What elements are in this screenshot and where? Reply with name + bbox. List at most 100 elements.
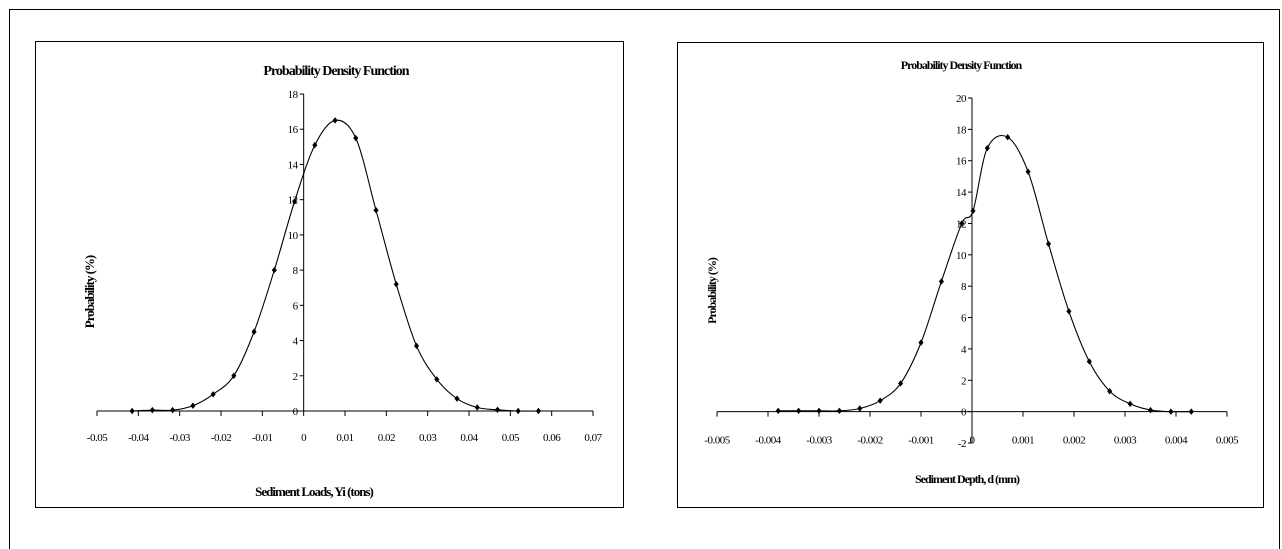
- x-tick-label: 0.002: [1063, 435, 1085, 447]
- data-point: [210, 391, 216, 398]
- data-point: [494, 406, 501, 413]
- y-tick-label: 8: [961, 281, 967, 293]
- x-tick-label: 0.06: [543, 432, 561, 444]
- outer-frame: [9, 9, 1280, 549]
- data-point: [1045, 240, 1052, 248]
- y-tick-label: 8: [293, 265, 299, 277]
- data-point: [535, 407, 541, 415]
- data-point: [190, 402, 196, 409]
- data-point: [271, 266, 277, 274]
- data-point: [312, 141, 318, 149]
- data-point: [393, 281, 399, 288]
- data-point: [1086, 358, 1092, 365]
- data-point: [1066, 308, 1072, 315]
- y-tick-label: 6: [961, 313, 967, 325]
- y-axis-label: Probability (%): [82, 255, 97, 328]
- y-tick-label: -2: [958, 438, 966, 450]
- data-point: [1005, 134, 1011, 141]
- x-tick-label: 0: [970, 435, 976, 447]
- y-tick-label: 6: [293, 300, 299, 312]
- x-tick-label: -0.001: [908, 435, 933, 447]
- data-point: [836, 407, 842, 415]
- data-point: [353, 134, 359, 142]
- data-point: [796, 407, 802, 415]
- data-point: [918, 339, 924, 346]
- y-tick-label: 16: [288, 124, 299, 136]
- data-point: [1188, 408, 1194, 415]
- series-line: [778, 134, 1192, 413]
- x-tick-label: 0.01: [336, 432, 353, 444]
- x-tick-label: 0.003: [1114, 435, 1137, 447]
- data-point: [775, 407, 781, 415]
- x-tick-label: 0.07: [584, 432, 602, 444]
- chart-title: Probability Density Function: [901, 58, 1023, 72]
- x-tick-label: 0.05: [502, 432, 520, 444]
- y-tick-label: 2: [961, 375, 966, 387]
- data-point: [170, 406, 176, 414]
- y-axis-label: Probability (%): [705, 257, 719, 324]
- x-tick-label: -0.01: [252, 432, 272, 444]
- data-point: [373, 207, 379, 214]
- data-point: [984, 144, 990, 152]
- y-tick-label: 16: [956, 156, 967, 168]
- y-tick-label: 4: [961, 344, 967, 356]
- data-point: [898, 380, 904, 387]
- data-point: [1127, 400, 1133, 407]
- x-axis-label: Sediment Loads, Yi (tons): [255, 484, 373, 499]
- x-tick-label: -0.005: [704, 435, 730, 447]
- data-point: [129, 407, 135, 415]
- data-point: [292, 198, 298, 205]
- chart-sediment-loads: Probability Density Function Sediment Lo…: [82, 64, 603, 499]
- x-tick-label: 0.004: [1165, 435, 1188, 447]
- data-point: [1147, 406, 1154, 414]
- chart-title: Probability Density Function: [263, 64, 409, 79]
- data-point: [251, 328, 257, 335]
- y-tick-label: 2: [293, 371, 298, 383]
- data-point: [938, 278, 944, 285]
- chart-panel-sediment-depth: Probability Density Function Sediment De…: [677, 42, 1264, 508]
- x-tick-label: -0.05: [87, 432, 108, 444]
- data-point: [474, 404, 480, 411]
- y-tick-label: 4: [293, 336, 299, 348]
- x-tick-label: -0.002: [857, 435, 882, 447]
- y-tick-label: 10: [288, 230, 299, 242]
- x-tick-label: 0: [301, 432, 307, 444]
- y-tick-label: 0: [961, 407, 967, 419]
- data-point: [454, 395, 460, 402]
- data-point: [434, 376, 440, 383]
- x-tick-label: -0.04: [128, 432, 149, 444]
- y-tick-label: 20: [956, 93, 967, 105]
- data-point: [816, 407, 822, 415]
- x-tick-label: 0.001: [1012, 435, 1034, 447]
- data-point: [332, 117, 338, 124]
- x-axis-label: Sediment Depth, d (mm): [915, 472, 1020, 486]
- data-point: [970, 207, 976, 215]
- data-point: [959, 220, 965, 227]
- data-point: [149, 406, 155, 414]
- x-tick-label: -0.02: [211, 432, 231, 444]
- series-line: [132, 119, 539, 412]
- x-tick-label: -0.003: [806, 435, 832, 447]
- data-point: [857, 405, 863, 412]
- x-tick-label: 0.04: [460, 432, 478, 444]
- x-tick-label: -0.004: [755, 435, 781, 447]
- y-tick-label: 18: [288, 89, 299, 101]
- x-tick-label: 0.02: [378, 432, 395, 444]
- y-tick-label: 18: [956, 124, 967, 136]
- data-point: [231, 372, 237, 379]
- y-tick-label: 10: [956, 250, 967, 262]
- chart-sediment-depth: Probability Density Function Sediment De…: [704, 58, 1239, 486]
- data-point: [877, 397, 883, 404]
- x-tick-label: -0.03: [169, 432, 190, 444]
- data-point: [1025, 168, 1031, 175]
- chart-panel-sediment-loads: Probability Density Function Sediment Lo…: [35, 41, 624, 508]
- x-tick-label: 0.005: [1216, 435, 1239, 447]
- data-point: [515, 407, 521, 415]
- y-tick-label: 14: [288, 159, 299, 171]
- y-tick-label: 14: [956, 187, 967, 199]
- y-tick-label: 0: [293, 406, 299, 418]
- data-point: [1168, 408, 1174, 415]
- x-tick-label: 0.03: [419, 432, 437, 444]
- data-point: [1107, 388, 1113, 395]
- data-point: [413, 342, 420, 350]
